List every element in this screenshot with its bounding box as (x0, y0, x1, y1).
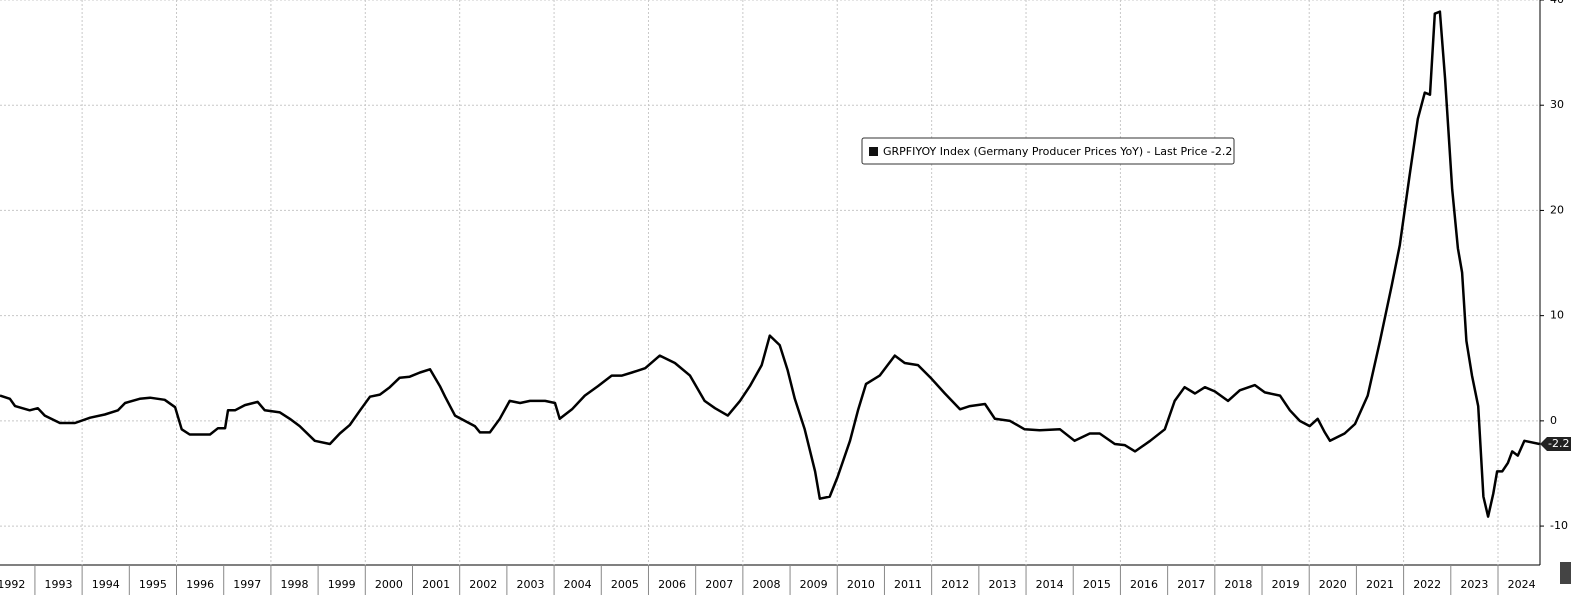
x-tick-label: 1998 (281, 578, 309, 591)
last-price-label: -2.2 (1548, 437, 1569, 450)
y-tick-label: 40 (1550, 0, 1564, 6)
x-tick-label: 2006 (658, 578, 686, 591)
x-tick-label: 2005 (611, 578, 639, 591)
legend-swatch (869, 147, 878, 156)
x-tick-label: 2024 (1508, 578, 1536, 591)
x-tick-label: 2013 (988, 578, 1016, 591)
x-tick-label: 1999 (328, 578, 356, 591)
x-tick-label: 2017 (1177, 578, 1205, 591)
x-tick-label: 2001 (422, 578, 450, 591)
x-tick-label: 1993 (45, 578, 73, 591)
x-tick-label: 1995 (139, 578, 167, 591)
legend: GRPFIYOY Index (Germany Producer Prices … (861, 137, 1235, 165)
x-tick-label: 2009 (800, 578, 828, 591)
legend-box (861, 137, 1235, 165)
y-tick-label: 0 (1550, 414, 1557, 427)
x-tick-label: 2019 (1272, 578, 1300, 591)
y-tick-label: 20 (1550, 203, 1564, 216)
legend-label: GRPFIYOY Index (Germany Producer Prices … (883, 145, 1232, 158)
last-price-box (1540, 437, 1571, 452)
x-tick-label: 2023 (1460, 578, 1488, 591)
x-tick-label: 2022 (1413, 578, 1441, 591)
x-tick-label: 2020 (1319, 578, 1347, 591)
line (0, 10, 1540, 518)
x-tick-label: 2010 (847, 578, 875, 591)
x-tick-label: 2012 (941, 578, 969, 591)
x-tick-label: 2011 (894, 578, 922, 591)
x-tick-label: 2014 (1036, 578, 1064, 591)
x-tick-label: 2002 (469, 578, 497, 591)
x-tick-label: 2003 (516, 578, 544, 591)
x-tick-label: 1992 (0, 578, 25, 591)
x-tick-label: 2007 (705, 578, 733, 591)
x-tick-label: 2016 (1130, 578, 1158, 591)
x-tick-label: 2018 (1224, 578, 1252, 591)
corner-icon (1560, 562, 1571, 584)
y-tick-label: 30 (1550, 98, 1564, 111)
x-tick-label: 2021 (1366, 578, 1394, 591)
x-tick-label: 2004 (564, 578, 592, 591)
x-tick-label: 2000 (375, 578, 403, 591)
y-tick-label: 10 (1550, 309, 1564, 322)
x-tick-label: 1994 (92, 578, 120, 591)
x-tick-label: 1996 (186, 578, 214, 591)
x-tick-label: 1997 (233, 578, 261, 591)
y-tick-label: -10 (1550, 519, 1568, 532)
x-tick-label: 2008 (752, 578, 780, 591)
x-tick-label: 2015 (1083, 578, 1111, 591)
